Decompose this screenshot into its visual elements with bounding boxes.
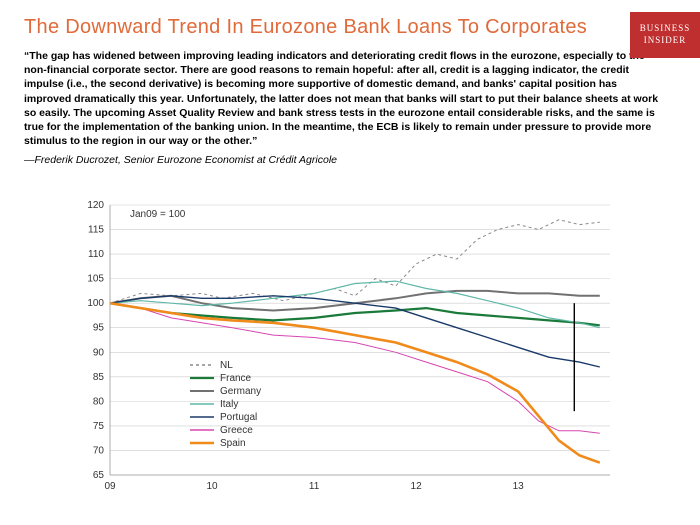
svg-text:10: 10: [206, 481, 218, 492]
svg-text:75: 75: [93, 421, 105, 432]
svg-text:Spain: Spain: [220, 438, 246, 449]
svg-text:09: 09: [104, 481, 116, 492]
line-chart: 65 70 75 80 85 90 95 100 105 110 115 120 09 10 11 12 13 J…: [70, 195, 630, 500]
page-title: The Downward Trend In Eurozone Bank Loan…: [24, 16, 700, 39]
svg-text:80: 80: [93, 396, 105, 407]
svg-text:Portugal: Portugal: [220, 412, 257, 423]
business-insider-logo: BUSINESS INSIDER: [630, 12, 700, 58]
logo-line2: INSIDER: [644, 35, 687, 47]
series-spain: [110, 303, 600, 463]
quote-text: “The gap has widened between improving l…: [0, 39, 700, 150]
quote-attribution: —Frederik Ducrozet, Senior Eurozone Econ…: [0, 150, 700, 166]
series-portugal: [110, 296, 600, 367]
svg-text:Greece: Greece: [220, 425, 253, 436]
svg-text:110: 110: [88, 249, 104, 260]
page: The Downward Trend In Eurozone Bank Loan…: [0, 0, 700, 525]
series-nl: [110, 220, 600, 304]
svg-text:Germany: Germany: [220, 386, 261, 397]
svg-text:85: 85: [93, 372, 105, 383]
svg-text:115: 115: [88, 225, 104, 236]
svg-text:90: 90: [93, 347, 105, 358]
svg-text:11: 11: [309, 481, 320, 492]
svg-text:65: 65: [93, 470, 105, 481]
svg-text:105: 105: [87, 274, 104, 285]
svg-text:13: 13: [513, 481, 525, 492]
svg-text:95: 95: [93, 323, 105, 334]
svg-text:70: 70: [93, 445, 105, 456]
svg-text:120: 120: [87, 200, 104, 211]
svg-text:France: France: [220, 373, 252, 384]
series-greece: [110, 303, 600, 433]
svg-text:100: 100: [87, 298, 104, 309]
svg-text:12: 12: [411, 481, 423, 492]
svg-text:NL: NL: [220, 360, 233, 371]
svg-text:Jan09 = 100: Jan09 = 100: [130, 209, 186, 220]
series-germany: [110, 291, 600, 311]
series-italy: [110, 281, 600, 328]
svg-text:Italy: Italy: [220, 399, 238, 410]
header: The Downward Trend In Eurozone Bank Loan…: [0, 0, 700, 39]
logo-line1: BUSINESS: [640, 23, 691, 35]
